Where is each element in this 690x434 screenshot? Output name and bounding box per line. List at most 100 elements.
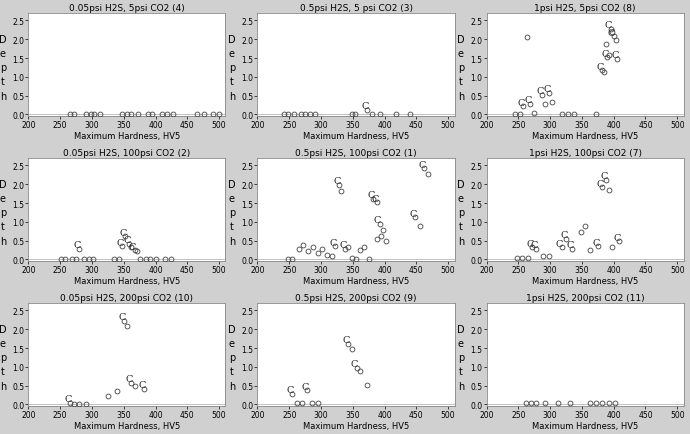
Title: 1psi H2S, 100psi CO2 (7): 1psi H2S, 100psi CO2 (7) [529,149,642,158]
Text: C: C [605,21,612,30]
X-axis label: Maximum Hardness, HV5: Maximum Hardness, HV5 [74,276,180,285]
Text: D: D [228,35,236,45]
Text: C: C [118,313,126,322]
Text: h: h [229,92,235,102]
Text: C: C [139,380,146,389]
Text: p: p [458,208,464,218]
Text: e: e [229,194,235,204]
Text: C: C [329,238,337,247]
X-axis label: Maximum Hardness, HV5: Maximum Hardness, HV5 [74,421,180,430]
Text: p: p [0,208,6,218]
Text: C: C [597,179,604,188]
Text: C: C [342,335,349,344]
Title: 0.05psi H2S, 5psi CO2 (4): 0.05psi H2S, 5psi CO2 (4) [69,4,185,13]
X-axis label: Maximum Hardness, HV5: Maximum Hardness, HV5 [532,276,638,285]
Text: C: C [302,382,308,391]
Text: D: D [457,35,465,45]
X-axis label: Maximum Hardness, HV5: Maximum Hardness, HV5 [303,421,409,430]
Text: C: C [612,51,619,60]
Text: D: D [228,324,236,334]
Text: C: C [556,239,563,248]
Text: C: C [119,228,127,237]
Text: e: e [0,338,6,348]
Text: p: p [229,63,235,73]
Text: C: C [531,241,538,250]
Text: C: C [287,385,294,395]
Text: C: C [64,394,71,403]
X-axis label: Maximum Hardness, HV5: Maximum Hardness, HV5 [303,276,409,285]
Text: C: C [613,233,620,242]
Text: p: p [229,352,235,362]
Text: C: C [517,99,524,107]
Text: h: h [229,236,235,246]
Text: p: p [0,352,6,362]
Text: e: e [458,194,464,204]
Text: D: D [457,179,465,189]
Text: D: D [0,179,7,189]
Text: h: h [0,236,6,246]
Text: t: t [459,77,463,87]
Title: 0.05psi H2S, 200psi CO2 (10): 0.05psi H2S, 200psi CO2 (10) [61,293,193,302]
Text: C: C [592,238,600,247]
Title: 1psi H2S, 200psi CO2 (11): 1psi H2S, 200psi CO2 (11) [526,293,644,302]
Text: C: C [129,242,136,251]
Text: p: p [229,208,235,218]
X-axis label: Maximum Hardness, HV5: Maximum Hardness, HV5 [303,132,409,141]
Text: h: h [0,92,6,102]
X-axis label: Maximum Hardness, HV5: Maximum Hardness, HV5 [74,132,180,141]
Text: C: C [600,172,608,181]
Text: C: C [339,241,347,250]
Text: D: D [0,324,7,334]
Text: C: C [361,102,368,111]
Text: C: C [374,216,381,225]
Text: h: h [458,92,464,102]
Text: h: h [458,236,464,246]
Text: D: D [228,179,236,189]
Text: C: C [333,177,340,186]
Title: 0.5psi H2S, 200psi CO2 (9): 0.5psi H2S, 200psi CO2 (9) [295,293,417,302]
Text: e: e [0,194,6,204]
Text: t: t [1,222,5,232]
Text: C: C [368,191,375,200]
Text: C: C [597,62,604,71]
Text: C: C [608,29,615,38]
Text: C: C [409,209,417,218]
Text: h: h [229,381,235,391]
Text: p: p [0,63,6,73]
Text: D: D [0,35,7,45]
X-axis label: Maximum Hardness, HV5: Maximum Hardness, HV5 [532,421,638,430]
Text: t: t [1,367,5,377]
Text: C: C [126,374,133,383]
Text: D: D [457,324,465,334]
Text: h: h [458,381,464,391]
Text: e: e [458,338,464,348]
X-axis label: Maximum Hardness, HV5: Maximum Hardness, HV5 [532,132,638,141]
Text: C: C [524,96,531,105]
Text: h: h [0,381,6,391]
Text: e: e [229,338,235,348]
Text: C: C [526,239,534,248]
Title: 1psi H2S, 5psi CO2 (8): 1psi H2S, 5psi CO2 (8) [534,4,635,13]
Text: C: C [117,238,124,247]
Text: C: C [371,194,379,203]
Text: e: e [0,49,6,59]
Text: t: t [459,367,463,377]
Text: C: C [560,231,568,240]
Text: t: t [230,222,234,232]
Text: t: t [1,77,5,87]
Title: 0.5psi H2S, 100psi CO2 (1): 0.5psi H2S, 100psi CO2 (1) [295,149,417,158]
Title: 0.05psi H2S, 100psi CO2 (2): 0.05psi H2S, 100psi CO2 (2) [63,149,190,158]
Text: C: C [566,241,574,250]
Text: C: C [418,161,426,170]
Text: C: C [602,49,609,59]
Text: e: e [229,49,235,59]
Text: C: C [123,236,130,244]
Text: e: e [458,49,464,59]
Text: t: t [230,367,234,377]
Text: t: t [230,77,234,87]
Text: C: C [351,359,358,368]
Text: p: p [458,352,464,362]
Text: C: C [74,241,81,250]
Text: C: C [543,85,551,94]
Title: 0.5psi H2S, 5 psi CO2 (3): 0.5psi H2S, 5 psi CO2 (3) [299,4,413,13]
